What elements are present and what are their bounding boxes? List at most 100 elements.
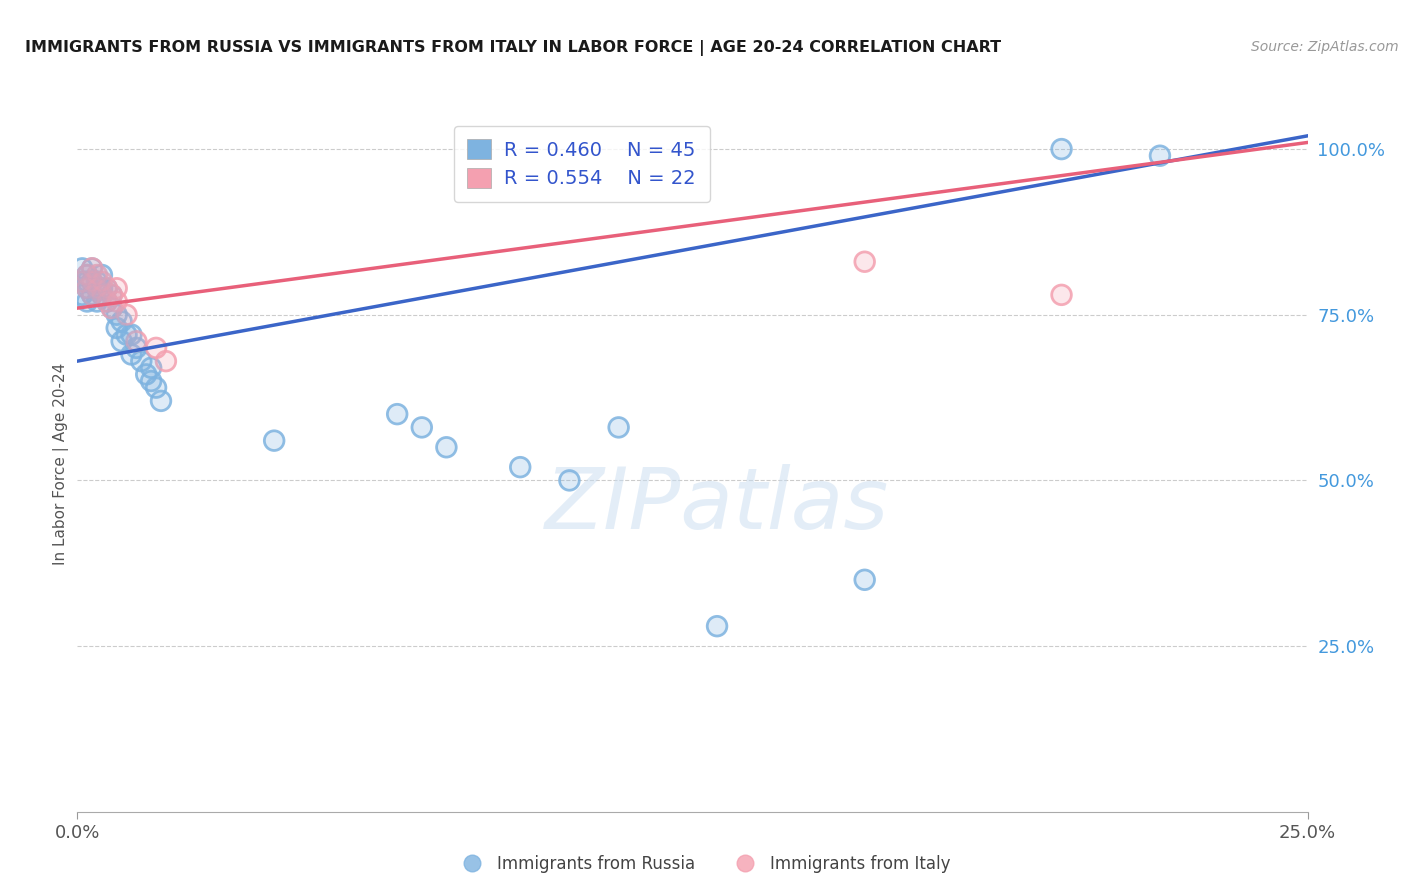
Point [125,334,148,349]
Point [86,294,108,309]
Point [96,294,118,309]
Point [121,327,143,342]
Point [125,341,148,355]
Point [111,334,132,349]
Point [82,288,104,302]
Text: IMMIGRANTS FROM RUSSIA VS IMMIGRANTS FROM ITALY IN LABOR FORCE | AGE 20-24 CORRE: IMMIGRANTS FROM RUSSIA VS IMMIGRANTS FRO… [25,40,1001,56]
Point [150,393,173,408]
Point [145,381,167,395]
Point [90,281,114,295]
Point [82,275,104,289]
Point [96,281,118,295]
Point [155,354,177,368]
Point [853,254,876,268]
Point [82,261,104,276]
Point [90,288,114,302]
Point [82,275,104,289]
Point [436,440,458,454]
Point [853,573,876,587]
Point [82,288,104,302]
Point [607,420,630,434]
Point [105,294,128,309]
Point [1149,149,1171,163]
Point [90,288,114,302]
Point [101,301,124,315]
Point [105,308,128,322]
Point [76,281,98,295]
Point [101,301,124,315]
Point [1050,288,1073,302]
Point [105,294,128,309]
Point [145,341,167,355]
Point [90,275,114,289]
Point [86,281,108,295]
Point [1050,142,1073,156]
Point [101,288,124,302]
Point [76,268,98,282]
Text: Source: ZipAtlas.com: Source: ZipAtlas.com [1251,40,1399,54]
Point [1050,288,1073,302]
Point [263,434,285,448]
Point [76,281,98,295]
Point [115,308,138,322]
Point [76,268,98,282]
Point [101,301,124,315]
Point [105,308,128,322]
Point [70,288,93,302]
Point [82,288,104,302]
Point [105,321,128,335]
Point [90,268,114,282]
Point [387,407,409,421]
Point [86,275,108,289]
Point [90,268,114,282]
Point [105,281,128,295]
Point [70,275,93,289]
Point [86,294,108,309]
Point [121,327,143,342]
Point [558,474,581,488]
Point [86,281,108,295]
Point [706,619,728,633]
Point [96,294,118,309]
Point [82,275,104,289]
Point [115,308,138,322]
Point [509,460,531,475]
Point [135,368,157,382]
Point [105,281,128,295]
Point [145,381,167,395]
Point [411,420,433,434]
Point [70,288,93,302]
Point [111,334,132,349]
Point [76,268,98,282]
Point [96,281,118,295]
Point [558,474,581,488]
Point [96,281,118,295]
Point [76,281,98,295]
Point [82,288,104,302]
Point [150,393,173,408]
Point [105,321,128,335]
Point [111,314,132,328]
Point [70,275,93,289]
Point [101,288,124,302]
Point [141,374,163,388]
Point [86,281,108,295]
Point [853,254,876,268]
Point [76,275,98,289]
Point [101,288,124,302]
Point [436,440,458,454]
Point [155,354,177,368]
Point [86,268,108,282]
Point [115,327,138,342]
Point [70,261,93,276]
Point [82,275,104,289]
Point [90,288,114,302]
Point [70,275,93,289]
Point [90,275,114,289]
Point [70,261,93,276]
Point [76,294,98,309]
Text: ZIPatlas: ZIPatlas [546,464,889,547]
Point [82,261,104,276]
Y-axis label: In Labor Force | Age 20-24: In Labor Force | Age 20-24 [53,363,69,565]
Point [121,347,143,361]
